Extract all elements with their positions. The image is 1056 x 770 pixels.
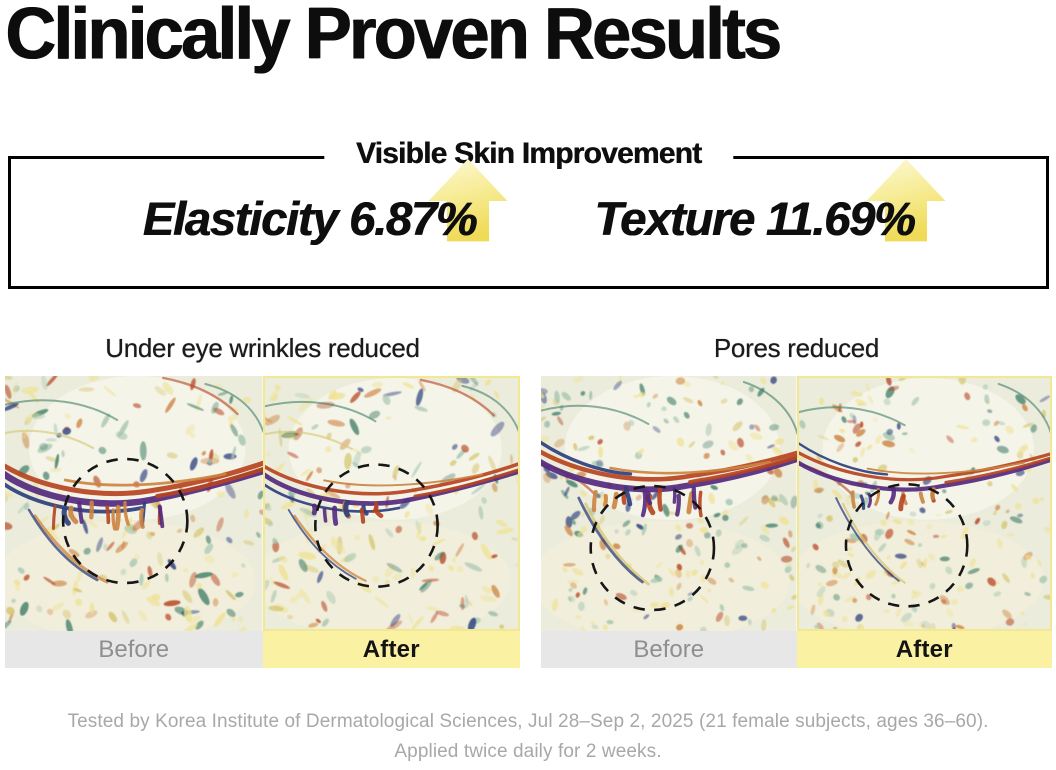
skin-analysis-image [798,378,1050,629]
undereye-after-figure: After [262,376,520,668]
stat-label: Texture [594,192,755,245]
section-pores: Pores reduced Before After [541,331,1052,668]
stat-value: 11.69% [765,192,916,245]
skin-image-wrap [541,376,797,631]
up-arrow-icon [428,159,508,242]
stat-texture: Texture 11.69% [594,159,946,246]
improvement-box-title: Visible Skin Improvement [323,137,734,171]
before-after-pair: Before After [541,376,1052,668]
page-title: Clinically Proven Results [5,0,781,75]
section-title: Under eye wrinkles reduced [105,333,420,363]
up-arrow-icon [866,159,946,242]
after-label-bar: After [796,631,1052,668]
before-label-bar: Before [541,631,797,668]
section-title: Pores reduced [713,333,880,363]
footnote-line-1: Tested by Korea Institute of Dermatologi… [67,711,989,732]
after-label-bar: After [262,631,520,668]
stat-label: Elasticity [142,192,339,245]
section-undereye: Under eye wrinkles reduced Before After [5,331,520,668]
skin-analysis-image [5,376,263,631]
stat-elasticity: Elasticity 6.87% [142,159,508,246]
footnote-line-2: Applied twice daily for 2 weeks. [394,741,662,762]
stats-row: Elasticity 6.87% Texture 11.69% [11,159,1046,246]
before-label-bar: Before [5,631,263,668]
footnote: Tested by Korea Institute of Dermatologi… [0,707,1056,767]
undereye-before-figure: Before [5,376,263,668]
improvement-box: Visible Skin Improvement Elasticity 6.87… [8,137,1049,289]
skin-analysis-image [264,378,518,629]
skin-image-wrap [262,376,520,631]
skin-analysis-image [541,376,797,631]
pores-after-figure: After [796,376,1052,668]
pores-before-figure: Before [541,376,797,668]
before-after-pair: Before After [5,376,520,668]
skin-image-wrap [796,376,1052,631]
stat-value: 6.87% [348,192,477,245]
skin-image-wrap [5,376,263,631]
